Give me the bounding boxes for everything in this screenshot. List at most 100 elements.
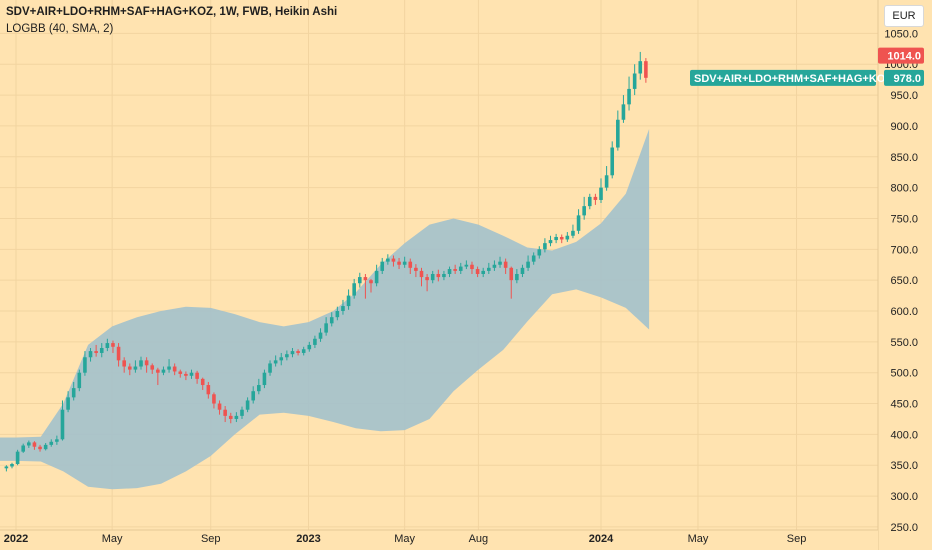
candle-body — [346, 295, 351, 307]
candle-body — [184, 373, 188, 376]
candle-body — [71, 388, 76, 398]
candle-body — [234, 415, 239, 419]
time-axis-bg — [0, 530, 878, 550]
candle — [352, 278, 356, 299]
candle-body — [604, 175, 609, 188]
candle-body — [587, 196, 592, 207]
candle — [43, 443, 48, 451]
y-tick-label: 800.0 — [890, 183, 918, 195]
candle-body — [228, 415, 233, 419]
candle — [257, 378, 261, 395]
candle-body — [582, 206, 586, 216]
candle-body — [548, 240, 553, 244]
candle — [621, 95, 626, 123]
candle — [436, 269, 441, 282]
candle-body — [172, 366, 177, 372]
candle — [475, 266, 480, 278]
candle-body — [436, 273, 441, 278]
candle — [60, 400, 65, 441]
candle — [21, 443, 26, 453]
candle — [161, 366, 166, 376]
candle — [228, 412, 233, 424]
y-tick-label: 600.0 — [890, 306, 918, 318]
candle-body — [4, 466, 9, 469]
candle — [167, 359, 171, 373]
candle-body — [458, 266, 463, 271]
candle — [604, 166, 609, 191]
candle — [363, 273, 368, 299]
candle — [419, 267, 424, 287]
y-tick-label: 700.0 — [890, 244, 918, 256]
candle-body — [43, 444, 48, 450]
candle-body — [559, 236, 564, 240]
candle-body — [223, 409, 227, 416]
candle-body — [481, 270, 485, 274]
candle — [627, 76, 631, 111]
candle-body — [122, 360, 126, 367]
candle-body — [313, 338, 317, 345]
candle-body — [520, 267, 525, 274]
candle-body — [374, 270, 379, 284]
candle-body — [105, 343, 110, 349]
candle-body — [88, 351, 93, 358]
candle-body — [498, 261, 502, 265]
candle-body — [77, 372, 82, 389]
candle — [537, 246, 542, 259]
candle — [374, 264, 379, 287]
y-tick-label: 650.0 — [890, 275, 918, 287]
candle-body — [245, 400, 250, 410]
candle-body — [212, 394, 216, 404]
candle-body — [10, 463, 14, 467]
candle-body — [161, 369, 166, 373]
candle-body — [453, 269, 457, 271]
candle — [430, 270, 435, 284]
indicator-legend[interactable]: LOGBB (40, SMA, 2) — [6, 23, 114, 35]
x-tick-label: 2022 — [4, 533, 28, 545]
candle-body — [251, 391, 256, 401]
time-axis[interactable]: 2022 May Sep 2023 May Aug 2024 May Sep — [0, 529, 878, 550]
candle-body — [257, 385, 261, 392]
candle-body — [206, 385, 211, 395]
candle-body — [610, 147, 615, 176]
y-tick-label: 750.0 — [890, 213, 918, 225]
x-tick-label: 2023 — [296, 533, 320, 545]
y-tick-label: 300.0 — [890, 491, 918, 503]
candle-body — [369, 280, 373, 284]
candle — [307, 341, 312, 352]
candle — [593, 193, 598, 205]
candle-body — [391, 258, 396, 262]
bollinger-band — [0, 129, 650, 490]
candle — [335, 306, 340, 321]
candle — [223, 406, 227, 423]
candle-body — [66, 397, 70, 410]
candle-body — [386, 258, 390, 262]
candle-body — [133, 366, 138, 370]
candle-body — [447, 269, 452, 274]
candle-body — [279, 357, 284, 361]
x-tick-label: Aug — [469, 533, 489, 545]
candle-body — [318, 332, 323, 339]
candle — [195, 370, 199, 384]
candle-body — [49, 441, 54, 445]
candle — [55, 435, 59, 445]
candle-body — [576, 215, 581, 231]
candle — [49, 439, 54, 447]
x-tick-label: 2024 — [589, 533, 614, 545]
currency-button[interactable]: EUR — [884, 5, 924, 27]
candle-body — [627, 88, 631, 105]
candle-body — [200, 378, 205, 386]
candle — [32, 441, 37, 450]
high-price-tag: 1014.0 — [878, 47, 924, 64]
x-tick-label: May — [688, 533, 709, 545]
candle — [313, 335, 317, 349]
candle — [122, 357, 126, 373]
candle — [245, 397, 250, 413]
candle — [644, 58, 648, 83]
candle — [4, 465, 9, 472]
candle-body — [632, 73, 637, 89]
candle-body — [285, 354, 289, 358]
price-axis[interactable]: 1050.01000.0950.0900.0850.0800.0750.0700… — [877, 0, 932, 550]
candle-body — [397, 261, 401, 265]
candle-body — [60, 409, 65, 440]
